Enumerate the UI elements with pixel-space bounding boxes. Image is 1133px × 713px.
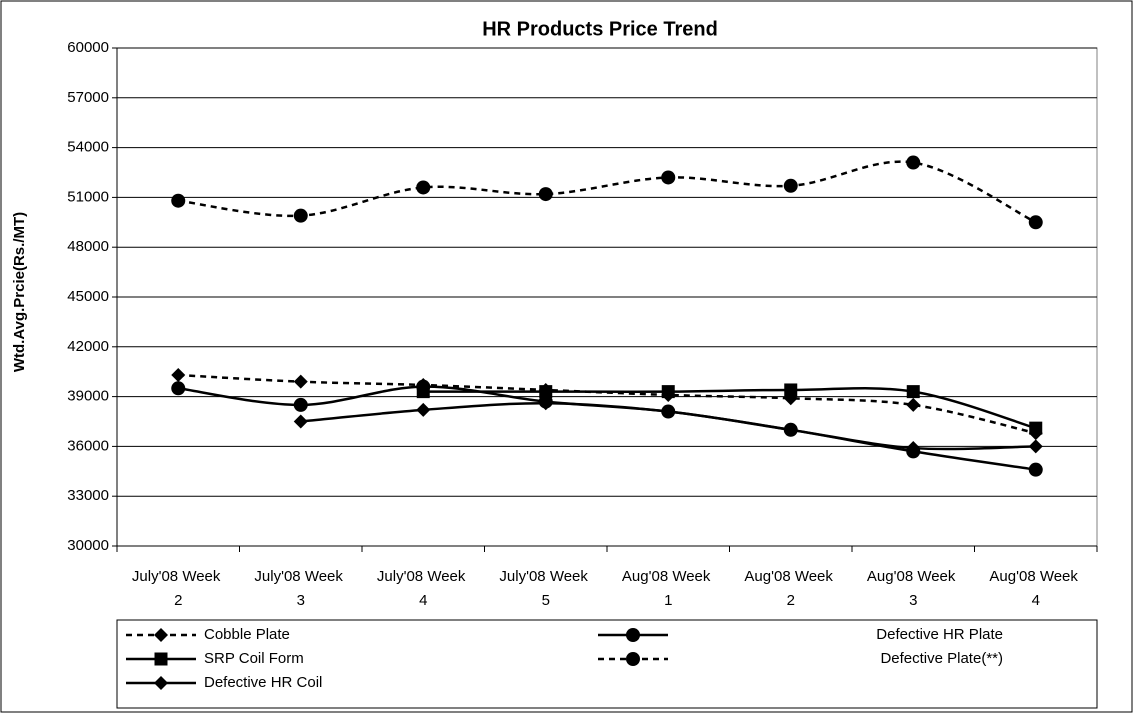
data-point: [171, 193, 186, 208]
x-tick-label-line: Aug'08 Week: [867, 568, 960, 585]
y-tick-label: 42000: [67, 338, 109, 355]
data-point: [1029, 421, 1043, 435]
x-tick-label-line: July'08 Week: [499, 568, 592, 585]
data-point: [906, 441, 921, 456]
data-point: [661, 404, 676, 419]
x-tick-label-line: Aug'08 Week: [622, 568, 715, 585]
x-tick-label: July'08 Week 5: [499, 568, 592, 609]
data-point: [171, 368, 186, 383]
legend-label: SRP Coil Form: [204, 650, 304, 667]
data-point: [538, 187, 553, 202]
x-tick-label-line: 3: [297, 592, 305, 609]
data-point: [906, 155, 921, 170]
data-point: [293, 374, 308, 389]
data-point: [293, 414, 308, 429]
y-tick-label: 48000: [67, 238, 109, 255]
data-point: [661, 385, 675, 399]
y-tick-label: 60000: [67, 39, 109, 56]
legend-marker: [154, 676, 168, 690]
x-tick-label-line: 2: [174, 592, 182, 609]
x-tick-label-line: 3: [909, 592, 917, 609]
x-tick-label: July'08 Week 4: [377, 568, 470, 609]
y-axis-label: Wtd.Avg.Prcie(Rs./MT): [11, 212, 28, 372]
data-point: [171, 381, 186, 396]
legend-marker: [154, 652, 168, 666]
y-tick-label: 36000: [67, 437, 109, 454]
data-point: [293, 208, 308, 223]
x-tick-label-line: 4: [419, 592, 427, 609]
data-point: [906, 385, 920, 399]
data-point: [661, 170, 676, 185]
data-point: [416, 402, 431, 417]
data-point: [784, 383, 798, 397]
legend-label: Defective HR Plate: [876, 626, 1003, 643]
data-point: [783, 422, 798, 437]
legend-marker: [154, 628, 168, 642]
y-tick-label: 57000: [67, 89, 109, 106]
series-line: [178, 160, 1037, 224]
legend-label: Cobble Plate: [204, 626, 290, 643]
x-tick-label-line: July'08 Week: [254, 568, 347, 585]
data-point: [293, 397, 308, 412]
x-tick-label-line: 1: [664, 592, 672, 609]
data-point: [538, 396, 553, 411]
x-tick-label: Aug'08 Week 4: [989, 568, 1082, 609]
x-tick-label-line: Aug'08 Week: [989, 568, 1082, 585]
y-tick-label: 45000: [67, 288, 109, 305]
x-tick-label-line: Aug'08 Week: [744, 568, 837, 585]
x-tick-label-line: July'08 Week: [132, 568, 225, 585]
x-tick-label-line: 2: [787, 592, 795, 609]
legend-marker: [626, 628, 640, 642]
legend-marker: [626, 652, 640, 666]
chart-title: HR Products Price Trend: [482, 18, 718, 40]
series-line: [423, 387, 1037, 430]
x-tick-label: July'08 Week 3: [254, 568, 347, 609]
legend-label: Defective HR Coil: [204, 674, 322, 691]
x-tick-label-line: 4: [1032, 592, 1040, 609]
data-point: [416, 180, 431, 195]
data-point: [1028, 462, 1043, 477]
x-tick-label: Aug'08 Week 3: [867, 568, 960, 609]
data-point: [1028, 215, 1043, 230]
x-tick-label: Aug'08 Week 1: [622, 568, 715, 609]
y-tick-label: 39000: [67, 388, 109, 405]
data-point: [416, 385, 430, 399]
x-tick-label-line: July'08 Week: [377, 568, 470, 585]
data-point: [539, 385, 553, 399]
x-tick-label-line: 5: [542, 592, 550, 609]
data-point: [1028, 439, 1043, 454]
data-point: [906, 397, 921, 412]
x-tick-label: Aug'08 Week 2: [744, 568, 837, 609]
x-tick-label: July'08 Week 2: [132, 568, 225, 609]
y-tick-label: 33000: [67, 487, 109, 504]
y-tick-label: 30000: [67, 537, 109, 554]
legend-label: Defective Plate(**): [880, 650, 1003, 667]
y-tick-label: 54000: [67, 139, 109, 156]
data-point: [783, 178, 798, 193]
y-tick-label: 51000: [67, 188, 109, 205]
